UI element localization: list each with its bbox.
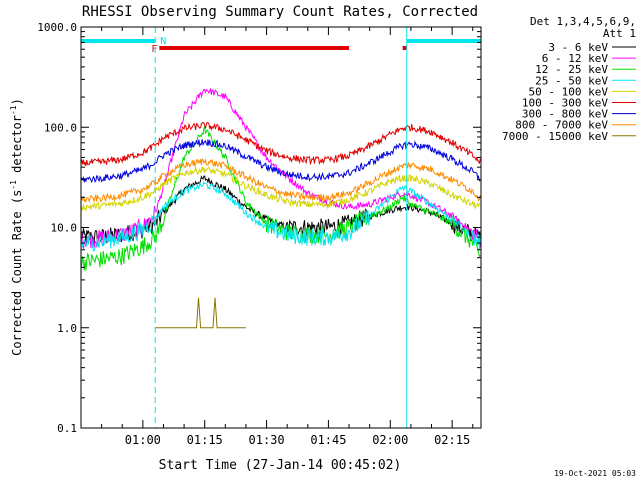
legend-label-0: 3 - 6 keV <box>548 41 608 54</box>
series-line-6 <box>80 139 481 184</box>
series-line-4 <box>80 165 481 212</box>
x-axis-label: Start Time (27-Jan-14 00:45:02) <box>159 458 402 473</box>
legend-label-8: 7000 - 15000 keV <box>502 130 608 143</box>
x-tick-label: 01:00 <box>125 433 161 447</box>
legend-header-line: Det 1,3,4,5,6,9, <box>530 15 636 28</box>
x-tick-label: 02:00 <box>372 433 408 447</box>
y-axis-label-sup2: -1 <box>9 105 18 115</box>
x-tick-label: 01:45 <box>310 433 346 447</box>
series-line-7 <box>80 158 481 204</box>
series-line-3 <box>80 181 481 252</box>
generation-timestamp: 19-Oct-2021 05:03 <box>554 469 636 478</box>
plot-area: NF 0.1 1.0 10.0 100.0 1000.0 01:00 01:15 01:30 01… <box>37 21 482 447</box>
flare-flag-label: F <box>151 44 157 55</box>
y-axis-label-mid: detector <box>10 115 24 180</box>
y-tick-label: 1.0 <box>57 322 77 335</box>
legend-label-3: 25 - 50 keV <box>535 74 608 87</box>
x-tick-label: 01:30 <box>249 433 285 447</box>
legend-label-6: 300 - 800 keV <box>522 108 608 121</box>
y-tick-label: 100.0 <box>44 121 77 134</box>
series-line-8 <box>155 297 246 329</box>
y-tick-label: 1000.0 <box>37 21 77 34</box>
legend-label-1: 6 - 12 keV <box>542 52 609 65</box>
y-tick-label: 0.1 <box>57 422 77 435</box>
legend-label-4: 50 - 100 keV <box>529 85 609 98</box>
series-line-2 <box>80 124 481 271</box>
y-axis-label-sup1: -1 <box>9 180 18 190</box>
legend-header-line: Att 1 <box>603 27 636 40</box>
night-flag-label: N <box>160 36 166 47</box>
chart-title: RHESSI Observing Summary Count Rates, Co… <box>82 4 478 20</box>
y-axis-label-end: ) <box>10 98 24 105</box>
x-tick-label: 01:15 <box>187 433 223 447</box>
y-axis-label-main: Corrected Count Rate (s <box>10 190 24 356</box>
legend-label-5: 100 - 300 keV <box>522 97 608 110</box>
legend-label-7: 800 - 7000 keV <box>515 119 608 132</box>
y-axis-label: Corrected Count Rate (s-1 detector-1) <box>9 98 24 356</box>
x-tick-label: 02:15 <box>434 433 470 447</box>
series-line-5 <box>80 121 481 167</box>
y-tick-label: 10.0 <box>51 222 78 235</box>
legend-label-2: 12 - 25 keV <box>535 63 608 76</box>
